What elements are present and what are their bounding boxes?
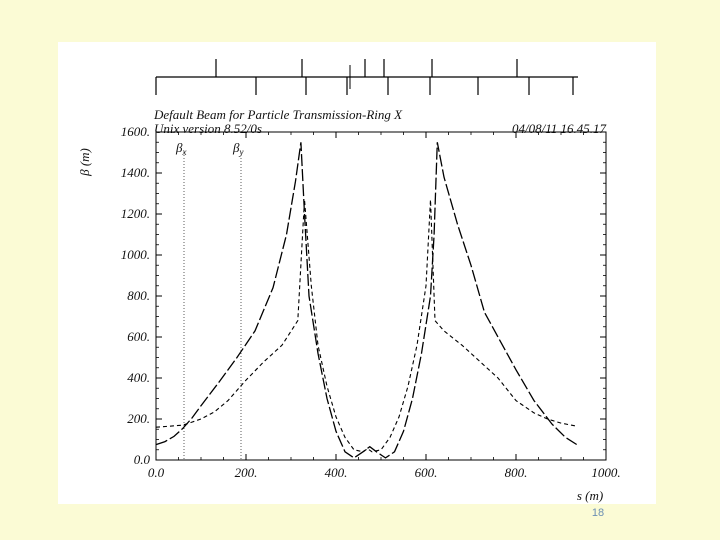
beta-function-chart: Default Beam for Particle Transmission-R… <box>77 59 621 503</box>
x-tick-label: 600. <box>415 465 438 480</box>
y-tick-label: 1600. <box>121 124 150 139</box>
y-tick-label: 1400. <box>121 165 150 180</box>
series-line-beta-x <box>155 142 578 459</box>
y-tick-label: 200. <box>127 411 150 426</box>
plot-panel: Default Beam for Particle Transmission-R… <box>58 42 656 504</box>
slide-number: 18 <box>591 507 605 519</box>
axes: 0.0 200. 400. 600. 800. 1000. 0.0 200. 400. 600. 8… <box>121 124 621 480</box>
y-tick-label: 0.0 <box>134 452 151 467</box>
y-tick-label: 800. <box>127 288 150 303</box>
legend-label-beta-x: βx <box>175 140 186 157</box>
y-tick-label: 1200. <box>121 206 150 221</box>
legend-label-beta-y: βy <box>232 140 243 157</box>
y-tick-label: 400. <box>127 370 150 385</box>
x-tick-label: 400. <box>325 465 348 480</box>
y-tick-label: 1000. <box>121 247 150 262</box>
plot-frame <box>155 131 607 461</box>
x-tick-label: 800. <box>505 465 528 480</box>
chart-title: Default Beam for Particle Transmission-R… <box>153 107 403 122</box>
series-line-beta-y <box>155 199 577 453</box>
x-tick-label: 1000. <box>591 465 620 480</box>
x-tick-label: 0.0 <box>148 465 165 480</box>
x-axis-label: s (m) <box>577 488 603 503</box>
y-tick-label: 600. <box>127 329 150 344</box>
y-axis-label: β (m) <box>77 148 92 177</box>
chart-timestamp: 04/08/11 16.45.17 <box>512 121 607 136</box>
x-tick-label: 200. <box>235 465 258 480</box>
lattice-element-bar <box>155 59 578 95</box>
